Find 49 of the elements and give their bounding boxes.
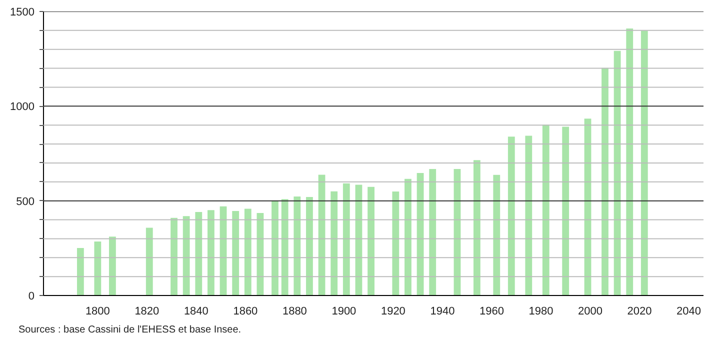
bar (182, 216, 190, 296)
bar (342, 183, 350, 296)
x-tick-label: 1960 (479, 306, 504, 318)
bar (109, 236, 116, 296)
bar (493, 174, 500, 296)
bar (602, 68, 608, 296)
bar (146, 228, 153, 296)
bar (195, 212, 202, 296)
bar (473, 160, 480, 296)
y-tick-label: 500 (16, 196, 35, 208)
bar (562, 126, 570, 296)
bar (542, 124, 550, 296)
x-tick-label: 1900 (332, 306, 356, 318)
bar (294, 196, 301, 296)
bar (330, 191, 338, 296)
bar (170, 218, 178, 296)
x-tick-label: 2040 (676, 306, 701, 318)
bar (626, 28, 634, 296)
bar (244, 208, 252, 296)
y-tick-label: 0 (28, 290, 35, 302)
x-tick-label: 2020 (627, 306, 652, 318)
bar (94, 242, 102, 296)
bar (355, 184, 362, 296)
bar (306, 197, 313, 296)
bar (614, 50, 621, 296)
bar (281, 199, 288, 296)
bar (640, 30, 648, 296)
bar (525, 136, 532, 296)
source-note: Sources : base Cassini de l'EHESS et base Insee. (18, 324, 242, 336)
x-tick-label: 1980 (528, 306, 554, 318)
bar (429, 169, 436, 296)
bar (392, 192, 400, 296)
bar (404, 178, 412, 296)
x-tick-label: 1800 (85, 306, 110, 318)
x-tick-label: 1820 (134, 306, 160, 318)
x-tick-label: 1860 (233, 306, 258, 318)
x-tick-label: 1940 (430, 306, 455, 318)
x-tick-label: 2000 (578, 306, 602, 318)
y-tick-label: 1000 (10, 101, 35, 114)
y-tick-label: 1500 (10, 6, 35, 18)
bar (368, 186, 374, 296)
bar (508, 136, 515, 296)
x-tick-label: 1880 (282, 306, 307, 318)
bar (208, 210, 214, 296)
bar (272, 200, 278, 296)
x-tick-label: 1840 (184, 306, 208, 318)
bar (232, 211, 240, 296)
bar (76, 248, 84, 296)
x-tick-label: 1920 (380, 306, 406, 318)
